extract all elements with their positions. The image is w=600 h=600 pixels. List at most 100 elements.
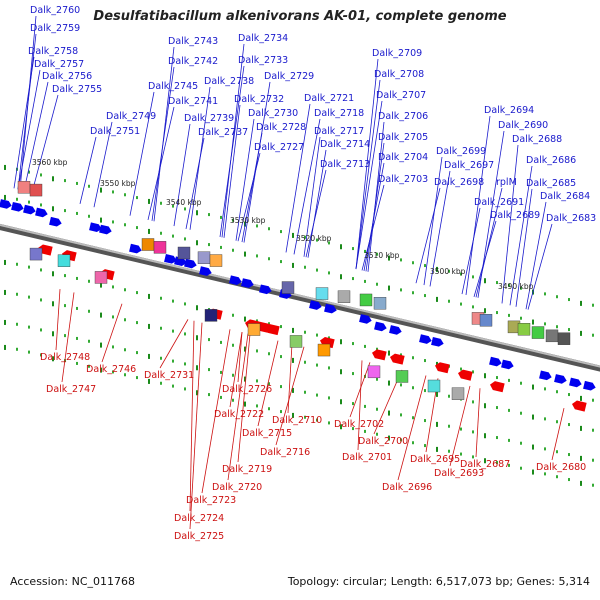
track-dot <box>268 322 270 326</box>
track-dot <box>472 305 474 309</box>
track-dot <box>388 410 390 416</box>
gene-block <box>94 271 108 284</box>
forward-gene-arrow <box>539 370 552 381</box>
track-dot <box>148 378 150 384</box>
track-dot <box>496 311 498 315</box>
track-dot <box>448 269 450 273</box>
track-dot <box>196 305 198 311</box>
track-dot <box>112 345 114 349</box>
leader-line <box>349 362 371 418</box>
forward-gene-arrow <box>241 278 254 288</box>
gene-block <box>29 247 43 261</box>
track-dot <box>112 370 114 374</box>
forward-gene-arrow <box>389 325 402 335</box>
track-dot <box>196 390 198 396</box>
leader-line <box>227 333 249 481</box>
gene-block <box>247 323 261 336</box>
leader-line <box>61 292 75 383</box>
track-dot <box>232 343 234 347</box>
track-dot <box>4 344 6 350</box>
gene-label: Dalk_2694 <box>484 105 534 116</box>
gene-block <box>373 297 387 310</box>
track-dot <box>400 288 402 292</box>
gene-label: Dalk_2716 <box>260 447 310 458</box>
leader-line <box>237 333 251 463</box>
track-dot <box>328 241 330 245</box>
track-dot <box>16 322 18 326</box>
leader-line <box>257 340 279 427</box>
track-dot <box>196 335 198 341</box>
leader-line <box>237 152 261 242</box>
track-dot <box>76 306 78 310</box>
track-dot <box>52 271 54 277</box>
track-dot <box>304 415 306 419</box>
forward-gene-arrow <box>359 314 372 324</box>
gene-label: Dalk_2705 <box>378 132 428 143</box>
track-dot <box>472 275 474 279</box>
track-dot <box>376 252 378 256</box>
track-dot <box>220 340 222 344</box>
gene-label: Dalk_2687 <box>460 459 510 470</box>
leader-line <box>285 103 311 253</box>
track-dot <box>4 194 6 200</box>
scale-label: 3490 kbp <box>498 282 534 291</box>
track-dot <box>484 278 486 284</box>
gene-label: Dalk_2742 <box>168 56 218 67</box>
track-dot <box>400 383 402 387</box>
gene-label: Dalk_2745 <box>148 81 198 92</box>
track-dot <box>352 402 354 406</box>
track-dot <box>100 312 102 318</box>
track-dot <box>4 164 6 170</box>
track-dot <box>412 261 414 265</box>
forward-gene-arrow <box>324 303 337 314</box>
track-dot <box>64 179 66 183</box>
gene-label: Dalk_2730 <box>248 108 298 119</box>
track-dot <box>316 393 318 397</box>
track-dot <box>184 302 186 306</box>
track-dot <box>364 429 366 433</box>
leader-line <box>79 136 97 204</box>
track-dot <box>484 308 486 314</box>
forward-gene-arrow <box>164 254 177 264</box>
track-dot <box>388 380 390 386</box>
leader-line <box>189 86 211 230</box>
track-dot <box>400 413 402 417</box>
forward-gene-arrow <box>374 321 387 332</box>
track-dot <box>148 323 150 329</box>
track-dot <box>580 395 582 401</box>
gene-label: Dalk_2757 <box>34 59 84 70</box>
gene-label: Dalk_2686 <box>526 155 576 166</box>
track-dot <box>580 300 582 306</box>
track-dot <box>460 427 462 431</box>
forward-gene-arrow <box>501 359 514 370</box>
track-dot <box>328 396 330 400</box>
track-dot <box>556 325 558 329</box>
track-dot <box>388 350 390 356</box>
track-dot <box>184 362 186 366</box>
gene-label: Dalk_2737 <box>198 127 248 138</box>
track-dot <box>412 416 414 420</box>
leader-line <box>221 43 245 238</box>
track-dot <box>340 369 342 375</box>
track-dot <box>544 417 546 421</box>
gene-block <box>204 309 218 322</box>
gene-label: Dalk_2726 <box>222 384 272 395</box>
gene-features <box>0 181 596 412</box>
leader-line <box>429 170 451 287</box>
track-dot <box>508 313 510 317</box>
track-dot <box>292 357 294 363</box>
leader-line <box>305 169 327 258</box>
forward-gene-arrow <box>99 224 112 235</box>
track-dot <box>460 272 462 276</box>
track-dot <box>592 483 594 487</box>
gene-block <box>395 370 409 383</box>
track-dot <box>232 313 234 317</box>
leader-line <box>219 65 245 237</box>
track-dot <box>496 376 498 380</box>
track-dot <box>184 237 186 241</box>
track-dot <box>40 353 42 357</box>
leader-line <box>501 144 519 304</box>
forward-gene-arrow <box>489 356 502 367</box>
track-dot <box>64 304 66 308</box>
forward-gene-arrow <box>554 374 567 384</box>
